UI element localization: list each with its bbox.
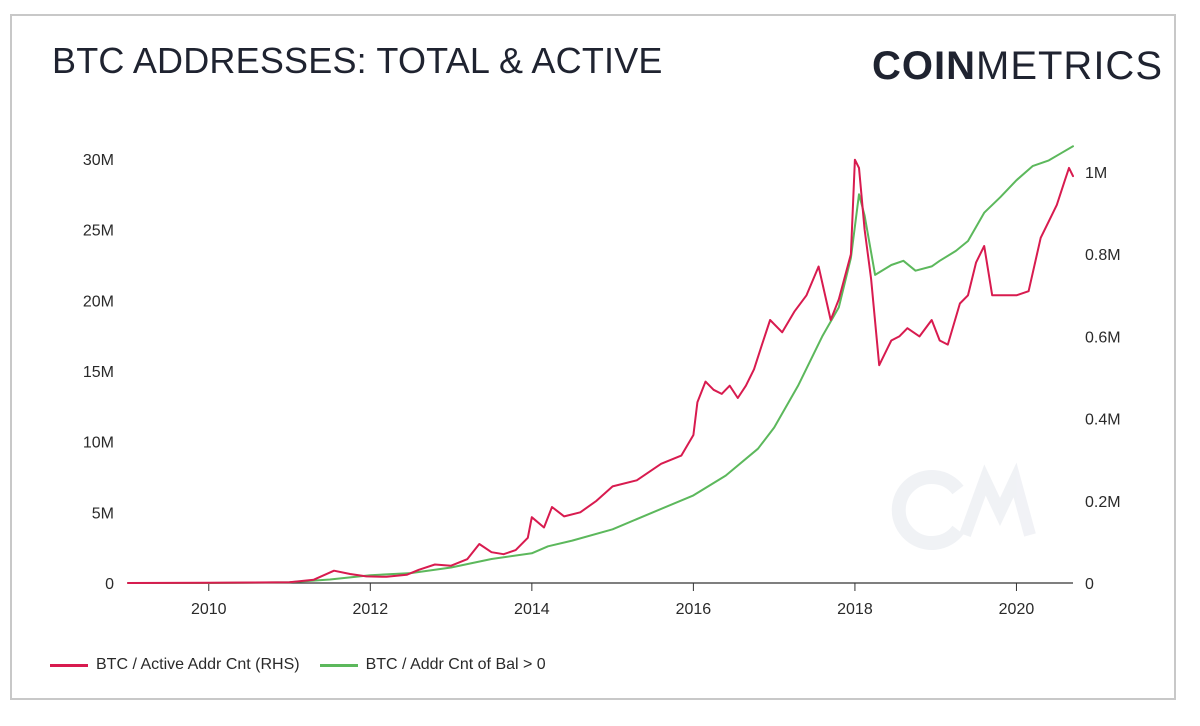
brand-logo-light: METRICS bbox=[976, 44, 1163, 88]
y-right-tick-label: 0.8M bbox=[1085, 247, 1121, 264]
legend-label-active: BTC / Active Addr Cnt (RHS) bbox=[96, 656, 300, 673]
legend-item-active[interactable]: BTC / Active Addr Cnt (RHS) bbox=[50, 656, 300, 674]
y-right-tick-label: 0.6M bbox=[1085, 329, 1121, 346]
brand-logo: COINMETRICS bbox=[872, 44, 1163, 89]
y-left-tick-label: 5M bbox=[92, 505, 114, 522]
y-left-tick-label: 0 bbox=[105, 576, 114, 593]
y-right-tick-label: 0.4M bbox=[1085, 412, 1121, 429]
chart-frame bbox=[10, 14, 1176, 700]
legend-label-total: BTC / Addr Cnt of Bal > 0 bbox=[365, 656, 546, 673]
series-line-active-addr bbox=[127, 158, 1074, 584]
x-tick-label: 2014 bbox=[514, 601, 550, 618]
watermark-logo bbox=[891, 462, 1036, 550]
y-left-tick-label: 30M bbox=[83, 152, 114, 169]
chart-title: BTC ADDRESSES: TOTAL & ACTIVE bbox=[52, 40, 663, 81]
x-tick-label: 2018 bbox=[837, 601, 873, 618]
y-right-tick-label: 0.2M bbox=[1085, 494, 1121, 511]
x-tick-label: 2012 bbox=[353, 601, 389, 618]
legend-swatch-total bbox=[319, 663, 358, 667]
series-line-addr-bal bbox=[127, 145, 1074, 584]
y-left-tick-label: 10M bbox=[83, 435, 114, 452]
legend-item-total[interactable]: BTC / Addr Cnt of Bal > 0 bbox=[319, 656, 546, 674]
y-left-tick-label: 20M bbox=[83, 293, 114, 310]
y-left-tick-label: 25M bbox=[83, 223, 114, 240]
x-tick-label: 2016 bbox=[676, 601, 712, 618]
legend-swatch-active bbox=[50, 663, 88, 667]
chart-legend: BTC / Active Addr Cnt (RHS) BTC / Addr C… bbox=[50, 656, 566, 674]
y-left-tick-label: 15M bbox=[83, 364, 114, 381]
brand-logo-bold: COIN bbox=[872, 44, 976, 88]
x-tick-label: 2010 bbox=[191, 601, 227, 618]
x-tick-label: 2020 bbox=[999, 601, 1035, 618]
y-right-tick-label: 1M bbox=[1085, 165, 1107, 182]
y-right-tick-label: 0 bbox=[1085, 576, 1094, 593]
